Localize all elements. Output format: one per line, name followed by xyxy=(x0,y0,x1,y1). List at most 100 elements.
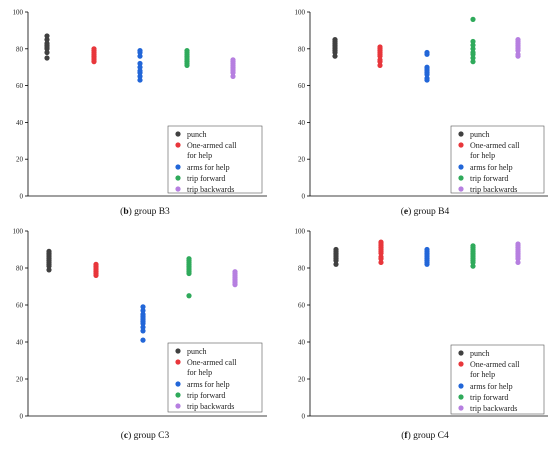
data-point xyxy=(137,68,143,74)
data-point xyxy=(44,37,50,43)
y-tick-label: 60 xyxy=(16,302,24,310)
data-point xyxy=(377,44,383,50)
legend-marker xyxy=(175,164,181,170)
data-point xyxy=(470,55,476,61)
legend-label: arms for help xyxy=(470,382,513,391)
data-point xyxy=(44,33,50,39)
data-point xyxy=(140,324,146,330)
legend-label-continued: for help xyxy=(470,151,495,160)
legend-label: punch xyxy=(187,130,207,139)
legend-label: arms for help xyxy=(187,380,230,389)
y-tick-label: 60 xyxy=(16,82,24,90)
legend-marker xyxy=(458,131,464,137)
data-point xyxy=(137,48,143,54)
legend-marker xyxy=(458,142,464,148)
data-point xyxy=(332,37,338,43)
legend-marker xyxy=(458,405,464,411)
legend-label: One-armed call xyxy=(470,141,520,150)
legend-label: trip backwards xyxy=(470,185,517,194)
legend-marker xyxy=(175,381,181,387)
panel-caption: (b) group B3 xyxy=(120,206,170,217)
data-point xyxy=(424,64,430,70)
y-tick-label: 60 xyxy=(298,82,306,90)
y-tick-label: 40 xyxy=(298,119,306,127)
data-point xyxy=(378,259,384,266)
legend-label: One-armed call xyxy=(187,358,237,367)
data-point xyxy=(232,269,238,275)
data-point xyxy=(186,293,192,299)
legend-label: One-armed call xyxy=(470,360,520,369)
data-point xyxy=(470,42,476,48)
data-point xyxy=(44,55,50,61)
data-point xyxy=(470,263,476,269)
data-point xyxy=(470,59,476,65)
y-tick-label: 40 xyxy=(16,119,24,127)
data-point xyxy=(44,49,50,56)
y-tick-label: 100 xyxy=(13,228,24,236)
legend-marker xyxy=(458,383,464,389)
panel-caption: (f) group C4 xyxy=(401,430,449,441)
data-point xyxy=(137,64,143,70)
data-point xyxy=(333,261,339,267)
data-point xyxy=(140,304,146,310)
data-point xyxy=(332,53,338,59)
data-point xyxy=(46,267,52,273)
data-point xyxy=(378,254,384,260)
data-point xyxy=(44,40,50,46)
legend-marker xyxy=(458,361,464,367)
legend-box xyxy=(450,125,545,194)
legend-label-continued: for help xyxy=(187,151,212,160)
data-point xyxy=(470,38,476,45)
data-point xyxy=(91,46,97,52)
legend-box xyxy=(450,344,545,415)
legend-label: trip forward xyxy=(187,174,225,183)
legend-marker xyxy=(458,394,464,400)
data-point xyxy=(378,239,384,245)
data-point xyxy=(470,46,476,52)
y-tick-label: 40 xyxy=(16,339,24,347)
data-point xyxy=(137,77,143,83)
data-point xyxy=(333,246,339,253)
y-tick-label: 0 xyxy=(302,413,306,421)
data-point xyxy=(140,307,146,314)
y-tick-label: 100 xyxy=(13,9,24,17)
y-tick-label: 80 xyxy=(298,265,306,273)
data-point xyxy=(377,57,383,63)
data-point xyxy=(137,73,143,79)
y-tick-label: 40 xyxy=(298,339,306,347)
legend-marker xyxy=(175,175,181,181)
legend-label-continued: for help xyxy=(470,370,495,379)
legend-label: One-armed call xyxy=(187,141,237,150)
panel-caption: (c) group C3 xyxy=(121,430,170,441)
data-point xyxy=(470,243,476,249)
legend-box xyxy=(167,342,263,413)
data-point xyxy=(137,60,143,67)
legend-label: trip forward xyxy=(187,391,225,400)
data-point xyxy=(140,311,146,317)
y-tick-label: 100 xyxy=(295,9,306,17)
data-point xyxy=(186,256,192,262)
data-point xyxy=(230,57,236,63)
legend-label: trip forward xyxy=(470,174,508,183)
legend-marker xyxy=(175,348,181,354)
panel-caption: (e) group B4 xyxy=(401,206,450,217)
data-point xyxy=(424,246,430,253)
data-point xyxy=(230,73,236,79)
y-tick-label: 20 xyxy=(16,376,24,384)
y-tick-label: 0 xyxy=(302,193,306,201)
data-point xyxy=(515,37,521,43)
y-tick-label: 60 xyxy=(298,302,306,310)
legend-label: arms for help xyxy=(187,163,230,172)
y-tick-label: 100 xyxy=(295,228,306,236)
data-point xyxy=(424,49,430,56)
legend-marker xyxy=(175,359,181,365)
legend-label: trip backwards xyxy=(187,185,234,194)
legend-label: punch xyxy=(470,349,490,358)
legend-marker xyxy=(175,142,181,148)
data-point xyxy=(515,259,521,266)
